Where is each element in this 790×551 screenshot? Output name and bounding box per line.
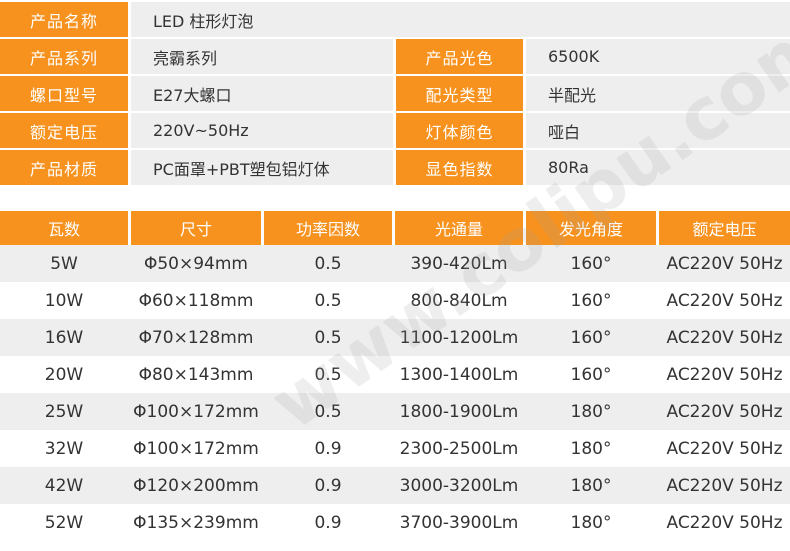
spec-value: LED 柱形灯泡 <box>131 2 790 37</box>
table-cell: 0.5 <box>314 364 342 385</box>
table-cell: 180° <box>570 512 612 533</box>
spec-value: 220V~50Hz <box>131 113 393 148</box>
table-cell: 3700-3900Lm <box>399 512 519 533</box>
column-header: 功率因数 <box>264 211 392 245</box>
spec-row-material: 产品材质 PC面罩+PBT塑包铝灯体 显色指数 80Ra <box>0 148 790 185</box>
table-cell: 16W <box>44 327 84 348</box>
table-row: 25W Φ100×172mm 0.5 1800-1900Lm 180° AC22… <box>0 393 790 430</box>
spec-row-name: 产品名称 LED 柱形灯泡 <box>0 0 790 37</box>
spec-row-series: 产品系列 亮霸系列 产品光色 6500K <box>0 37 790 74</box>
spec-label: 额定电压 <box>0 113 128 148</box>
spec-label: 产品名称 <box>0 2 128 37</box>
table-cell: Φ70×128mm <box>138 327 254 348</box>
table-cell: 52W <box>44 512 84 533</box>
table-cell: 160° <box>570 253 612 274</box>
table-cell: 0.9 <box>314 475 342 496</box>
spec-label: 灯体颜色 <box>396 113 523 148</box>
spec-value: 80Ra <box>526 150 790 185</box>
table-cell: AC220V 50Hz <box>666 475 783 496</box>
table-cell: 0.5 <box>314 290 342 311</box>
table-cell: AC220V 50Hz <box>666 290 783 311</box>
table-cell: 0.5 <box>314 253 342 274</box>
spec-table: 产品名称 LED 柱形灯泡 产品系列 亮霸系列 产品光色 6500K 螺口型号 … <box>0 0 790 185</box>
table-cell: 0.5 <box>314 401 342 422</box>
table-cell: 0.9 <box>314 438 342 459</box>
table-cell: 0.5 <box>314 327 342 348</box>
table-cell: Φ100×172mm <box>133 438 259 459</box>
spec-label: 产品光色 <box>396 39 523 74</box>
column-header: 光通量 <box>395 211 523 245</box>
table-cell: AC220V 50Hz <box>666 438 783 459</box>
spec-value: 半配光 <box>526 76 790 111</box>
table-row: 10W Φ60×118mm 0.5 800-840Lm 160° AC220V … <box>0 282 790 319</box>
table-cell: 160° <box>570 290 612 311</box>
table-row: 20W Φ80×143mm 0.5 1300-1400Lm 160° AC220… <box>0 356 790 393</box>
table-row: 42W Φ120×200mm 0.9 3000-3200Lm 180° AC22… <box>0 467 790 504</box>
table-cell: 5W <box>50 253 78 274</box>
table-row: 32W Φ100×172mm 0.9 2300-2500Lm 180° AC22… <box>0 430 790 467</box>
table-row: 5W Φ50×94mm 0.5 390-420Lm 160° AC220V 50… <box>0 245 790 282</box>
spec-row-socket: 螺口型号 E27大螺口 配光类型 半配光 <box>0 74 790 111</box>
spec-value: 6500K <box>526 39 790 74</box>
spec-value: E27大螺口 <box>131 76 393 111</box>
table-row: 52W Φ135×239mm 0.9 3700-3900Lm 180° AC22… <box>0 504 790 541</box>
product-table: 瓦数 尺寸 功率因数 光通量 发光角度 额定电压 5W Φ50×94mm 0.5… <box>0 209 790 541</box>
table-cell: 1800-1900Lm <box>399 401 519 422</box>
table-row: 16W Φ70×128mm 0.5 1100-1200Lm 160° AC220… <box>0 319 790 356</box>
column-header: 尺寸 <box>131 211 261 245</box>
spec-label: 螺口型号 <box>0 76 128 111</box>
spec-value: 哑白 <box>526 113 790 148</box>
table-cell: 160° <box>570 364 612 385</box>
table-cell: Φ50×94mm <box>143 253 248 274</box>
column-header: 额定电压 <box>659 211 790 245</box>
table-cell: 390-420Lm <box>410 253 508 274</box>
table-cell: Φ100×172mm <box>133 401 259 422</box>
table-cell: 800-840Lm <box>410 290 508 311</box>
table-cell: 3000-3200Lm <box>399 475 519 496</box>
table-cell: Φ120×200mm <box>133 475 259 496</box>
spec-value: 亮霸系列 <box>131 39 393 74</box>
spec-value: PC面罩+PBT塑包铝灯体 <box>131 150 393 185</box>
table-cell: 25W <box>44 401 84 422</box>
table-cell: 42W <box>44 475 84 496</box>
table-cell: 32W <box>44 438 84 459</box>
spec-row-voltage: 额定电压 220V~50Hz 灯体颜色 哑白 <box>0 111 790 148</box>
table-cell: Φ135×239mm <box>133 512 259 533</box>
table-header: 瓦数 尺寸 功率因数 光通量 发光角度 额定电压 <box>0 209 790 245</box>
table-cell: AC220V 50Hz <box>666 327 783 348</box>
table-cell: 180° <box>570 401 612 422</box>
table-cell: AC220V 50Hz <box>666 401 783 422</box>
table-cell: 0.9 <box>314 512 342 533</box>
table-cell: Φ80×143mm <box>138 364 254 385</box>
table-cell: 1300-1400Lm <box>399 364 519 385</box>
table-cell: AC220V 50Hz <box>666 364 783 385</box>
spec-label: 配光类型 <box>396 76 523 111</box>
spec-label: 产品系列 <box>0 39 128 74</box>
table-cell: 160° <box>570 327 612 348</box>
table-cell: 2300-2500Lm <box>399 438 519 459</box>
spec-label: 产品材质 <box>0 150 128 185</box>
table-cell: AC220V 50Hz <box>666 253 783 274</box>
table-cell: 1100-1200Lm <box>399 327 519 348</box>
table-cell: 10W <box>44 290 84 311</box>
table-cell: 180° <box>570 438 612 459</box>
column-header: 发光角度 <box>526 211 656 245</box>
table-cell: AC220V 50Hz <box>666 512 783 533</box>
column-header: 瓦数 <box>0 211 128 245</box>
table-cell: 20W <box>44 364 84 385</box>
table-cell: 180° <box>570 475 612 496</box>
table-cell: Φ60×118mm <box>138 290 254 311</box>
spec-label: 显色指数 <box>396 150 523 185</box>
